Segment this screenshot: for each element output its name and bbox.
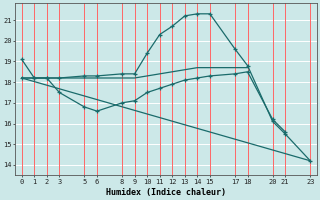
X-axis label: Humidex (Indice chaleur): Humidex (Indice chaleur) <box>106 188 226 197</box>
